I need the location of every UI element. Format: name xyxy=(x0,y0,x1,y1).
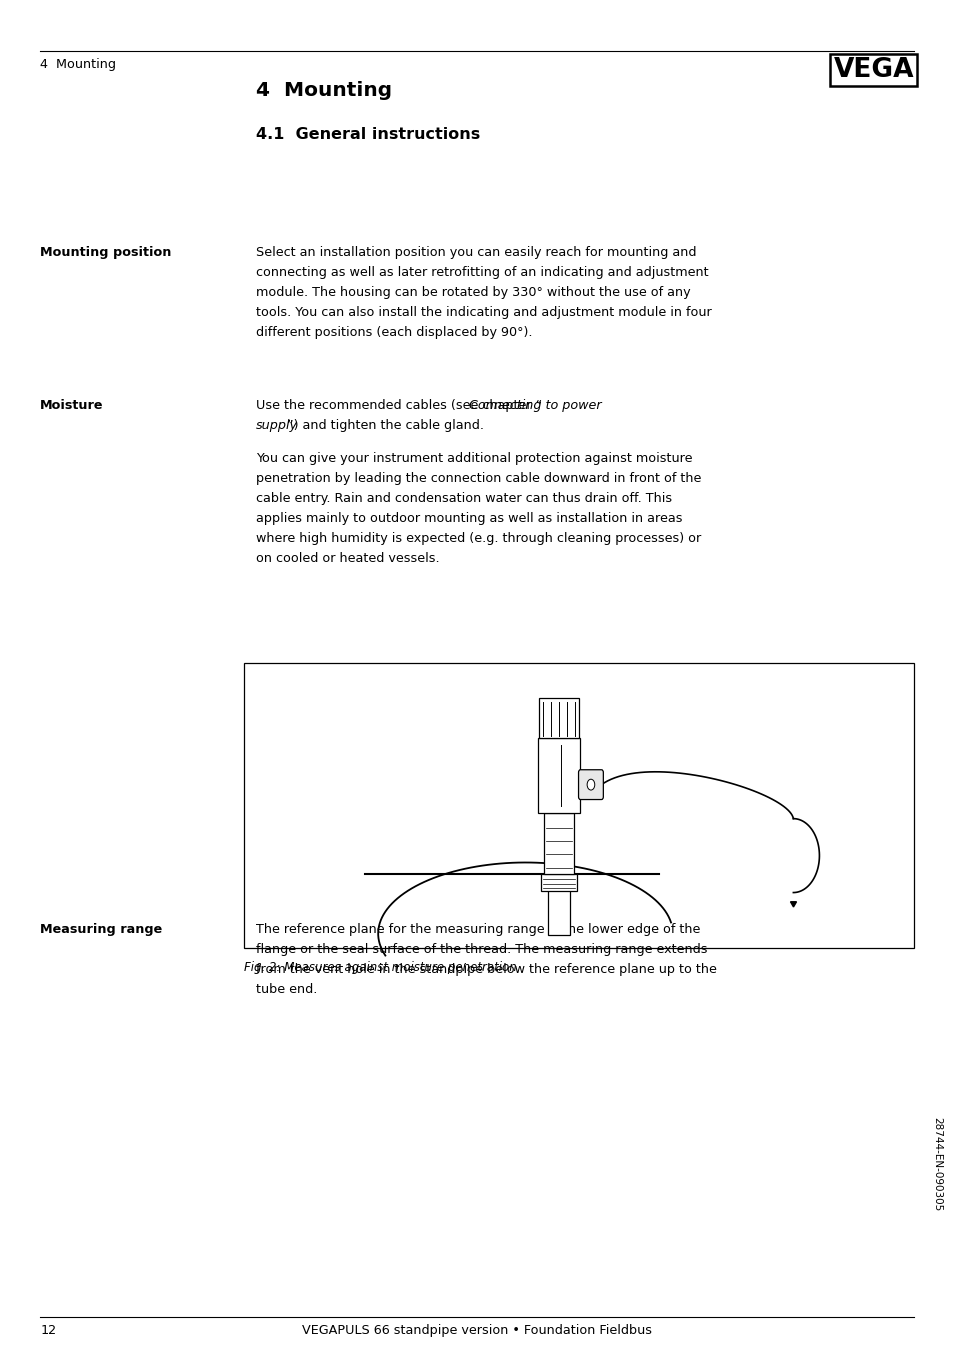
Text: flange or the seal surface of the thread. The measuring range extends: flange or the seal surface of the thread… xyxy=(255,942,706,956)
Text: supply: supply xyxy=(255,420,297,432)
Text: VEGAPULS 66 standpipe version • Foundation Fieldbus: VEGAPULS 66 standpipe version • Foundati… xyxy=(302,1324,651,1338)
Text: VEGA: VEGA xyxy=(833,57,913,83)
Text: Connecting to power: Connecting to power xyxy=(468,399,600,413)
Text: connecting as well as later retrofitting of an indicating and adjustment: connecting as well as later retrofitting… xyxy=(255,265,707,279)
Text: 12: 12 xyxy=(40,1324,56,1338)
Text: Mounting position: Mounting position xyxy=(40,245,172,259)
Text: applies mainly to outdoor mounting as well as installation in areas: applies mainly to outdoor mounting as we… xyxy=(255,512,681,524)
FancyBboxPatch shape xyxy=(578,769,602,799)
Bar xyxy=(538,697,578,738)
Text: Moisture: Moisture xyxy=(40,399,104,413)
FancyBboxPatch shape xyxy=(244,663,913,948)
Text: where high humidity is expected (e.g. through cleaning processes) or: where high humidity is expected (e.g. th… xyxy=(255,532,700,544)
Text: from the vent hole in the standpipe below the reference plane up to the: from the vent hole in the standpipe belo… xyxy=(255,963,716,976)
Bar xyxy=(537,738,579,812)
Bar xyxy=(543,812,574,873)
Text: different positions (each displaced by 90°).: different positions (each displaced by 9… xyxy=(255,326,532,338)
Text: Measuring range: Measuring range xyxy=(40,923,162,936)
Text: 4.1  General instructions: 4.1 General instructions xyxy=(255,127,479,142)
Text: cable entry. Rain and condensation water can thus drain off. This: cable entry. Rain and condensation water… xyxy=(255,492,671,505)
Text: 28744-EN-090305: 28744-EN-090305 xyxy=(931,1117,941,1212)
Text: ”) and tighten the cable gland.: ”) and tighten the cable gland. xyxy=(287,420,483,432)
Text: penetration by leading the connection cable downward in front of the: penetration by leading the connection ca… xyxy=(255,471,700,485)
Text: Use the recommended cables (see chapter “: Use the recommended cables (see chapter … xyxy=(255,399,541,413)
Text: 4  Mounting: 4 Mounting xyxy=(255,81,392,100)
Bar xyxy=(547,873,570,934)
Text: You can give your instrument additional protection against moisture: You can give your instrument additional … xyxy=(255,451,692,464)
Text: tube end.: tube end. xyxy=(255,983,316,997)
Text: 4  Mounting: 4 Mounting xyxy=(40,58,116,72)
Text: on cooled or heated vessels.: on cooled or heated vessels. xyxy=(255,551,438,565)
Circle shape xyxy=(586,779,594,791)
Text: Select an installation position you can easily reach for mounting and: Select an installation position you can … xyxy=(255,245,696,259)
Bar xyxy=(540,873,577,891)
Text: module. The housing can be rotated by 330° without the use of any: module. The housing can be rotated by 33… xyxy=(255,286,690,299)
Text: Fig. 2: Measures against moisture penetration: Fig. 2: Measures against moisture penetr… xyxy=(244,961,517,975)
Text: The reference plane for the measuring range is the lower edge of the: The reference plane for the measuring ra… xyxy=(255,923,700,936)
Text: tools. You can also install the indicating and adjustment module in four: tools. You can also install the indicati… xyxy=(255,306,711,320)
